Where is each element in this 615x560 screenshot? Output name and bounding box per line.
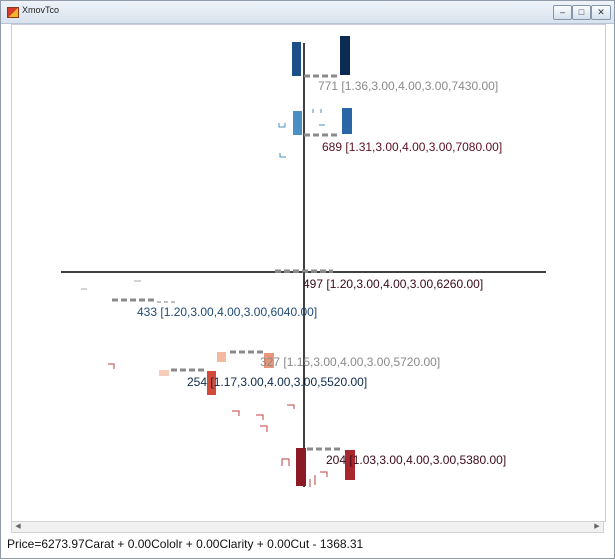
node-497[interactable]: 497 [1.20,3.00,4.00,3.00,6260.00] (275, 269, 483, 291)
bar-771-right (340, 36, 350, 75)
diagram-canvas[interactable] (11, 24, 606, 522)
marker-254-a (108, 363, 115, 369)
app-icon (7, 7, 19, 18)
marker-s2 (232, 410, 240, 416)
marker-s4 (260, 425, 268, 432)
node-327[interactable]: 327 [1.15,3.00,4.00,3.00,5720.00] (217, 350, 440, 369)
marker-s1 (287, 404, 295, 409)
marker-689-b (312, 109, 322, 113)
label-327: 327 [1.15,3.00,4.00,3.00,5720.00] (260, 355, 440, 369)
minimize-button[interactable]: – (553, 5, 572, 20)
marker-204-c (309, 475, 316, 487)
marker-s3 (256, 414, 264, 420)
title-bar[interactable]: XmovTco – □ ✕ (1, 1, 614, 24)
label-689: 689 [1.31,3.00,4.00,3.00,7080.00] (322, 140, 502, 154)
node-254[interactable]: 254 [1.17,3.00,4.00,3.00,5520.00] (108, 363, 367, 395)
label-497: 497 [1.20,3.00,4.00,3.00,6260.00] (303, 277, 483, 291)
node-689[interactable]: 689 [1.31,3.00,4.00,3.00,7080.00] (278, 108, 502, 158)
bar-327-right (264, 353, 274, 368)
close-button[interactable]: ✕ (591, 5, 611, 20)
marker-689-a (278, 123, 286, 128)
bar-204-left (296, 448, 306, 486)
bar-689-left (293, 111, 302, 135)
scatter-markers (232, 404, 295, 432)
horizontal-scrollbar[interactable]: ◀ ▶ (11, 521, 604, 533)
node-433[interactable]: 433 [1.20,3.00,4.00,3.00,6040.00] (81, 280, 317, 319)
node-771[interactable]: 771 [1.36,3.00,4.00,3.00,7430.00] (292, 36, 498, 93)
marker-204-a (281, 458, 290, 466)
window-title: XmovTco (22, 5, 60, 15)
bar-254-right (207, 371, 216, 395)
marker-689-c (279, 153, 286, 158)
label-254: 254 [1.17,3.00,4.00,3.00,5520.00] (187, 375, 367, 389)
bar-327-left (217, 352, 226, 362)
bar-689-right (342, 108, 352, 134)
bar-254-left (159, 370, 169, 376)
label-204: 204 [1.03,3.00,4.00,3.00,5380.00] (326, 453, 506, 467)
status-bar: Price=6273.97Carat + 0.00Cololr + 0.00Cl… (7, 537, 364, 551)
bar-771-left (292, 42, 301, 76)
maximize-button[interactable]: □ (572, 5, 591, 20)
bar-204-right (345, 450, 355, 480)
scroll-right-icon[interactable]: ▶ (594, 523, 600, 530)
scroll-left-icon[interactable]: ◀ (15, 523, 21, 530)
node-204[interactable]: 204 [1.03,3.00,4.00,3.00,5380.00] (281, 447, 506, 487)
marker-204-b (320, 471, 328, 477)
label-433: 433 [1.20,3.00,4.00,3.00,6040.00] (137, 305, 317, 319)
label-771: 771 [1.36,3.00,4.00,3.00,7430.00] (318, 79, 498, 93)
